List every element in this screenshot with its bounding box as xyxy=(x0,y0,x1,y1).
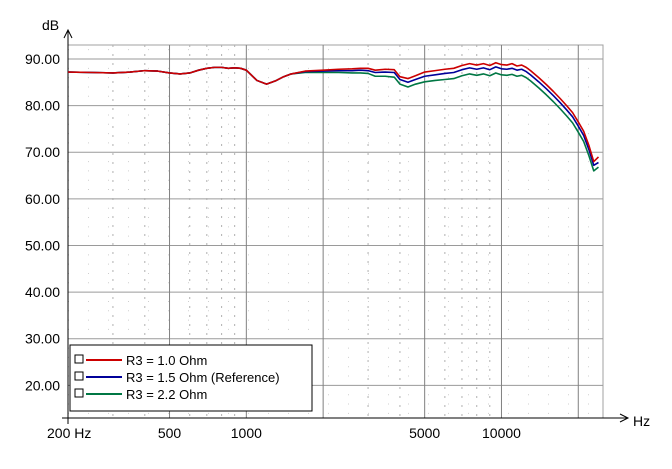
y-tick-label: 20.00 xyxy=(25,377,60,393)
legend-checkbox[interactable] xyxy=(74,388,84,398)
tick-labels: 20.00 30.00 40.00 50.00 60.00 70.00 80.00 90.00… xyxy=(25,51,521,441)
y-tick-label: 70.00 xyxy=(25,144,60,160)
y-tick-label: 50.00 xyxy=(25,237,60,253)
legend-checkbox[interactable] xyxy=(74,354,84,364)
x-tick-label: 500 xyxy=(158,425,182,441)
y-axis-arrow xyxy=(63,28,73,39)
x-tick-label: 1000 xyxy=(231,425,262,441)
x-tick-label: 10000 xyxy=(482,425,521,441)
x-tick-label: 5000 xyxy=(409,425,440,441)
y-tick-label: 60.00 xyxy=(25,191,60,207)
y-tick-label: 80.00 xyxy=(25,98,60,114)
legend-entry-label: R3 = 1.0 Ohm xyxy=(126,353,207,368)
legend-entry-label: R3 = 2.2 Ohm xyxy=(126,387,207,402)
y-tick-label: 90.00 xyxy=(25,51,60,67)
series-lines xyxy=(67,61,600,172)
legend: R3 = 1.0 Ohm R3 = 1.5 Ohm (Reference) R3 =… xyxy=(69,344,313,412)
y-tick-label: 30.00 xyxy=(25,331,60,347)
y-axis-label: dB xyxy=(42,17,59,33)
x-axis-label: Hz xyxy=(633,413,650,429)
legend-checkbox[interactable] xyxy=(74,371,84,381)
y-tick-label: 40.00 xyxy=(25,284,60,300)
x-axis-arrow xyxy=(619,413,630,423)
legend-entry-label: R3 = 1.5 Ohm (Reference) xyxy=(126,370,280,385)
x-tick-label: 200 Hz xyxy=(47,425,91,441)
axes xyxy=(62,28,630,424)
series-line-1 xyxy=(67,61,600,163)
